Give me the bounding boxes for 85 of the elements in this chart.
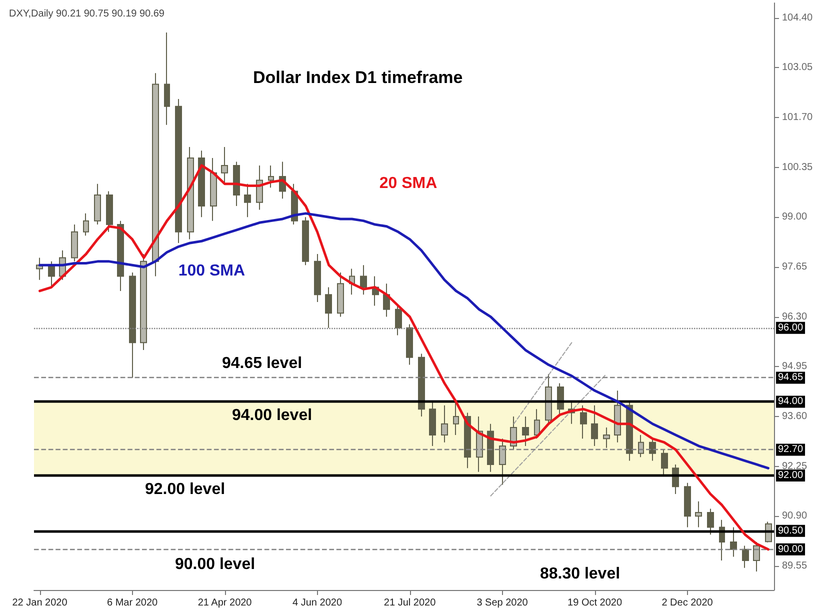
ref-line-label: 92.70 [778, 444, 804, 456]
x-tick-label: 22 Jan 2020 [12, 598, 68, 608]
x-tick-label: 2 Dec 2020 [662, 598, 714, 608]
candlestick [545, 374, 552, 424]
candlestick [325, 286, 332, 328]
y-tick-label: 96.30 [782, 311, 808, 322]
candlestick [591, 404, 598, 447]
candlestick [210, 158, 217, 222]
y-tick-label: 89.55 [782, 560, 808, 572]
candlestick [129, 272, 136, 378]
candlestick [198, 150, 205, 218]
candlestick [742, 545, 749, 568]
y-tick-label: 100.35 [782, 162, 814, 173]
candlestick [753, 542, 760, 572]
x-tick-label: 21 Jul 2020 [384, 598, 436, 608]
candlestick [649, 438, 656, 462]
y-tick-label: 94.95 [782, 361, 808, 372]
candlestick [302, 216, 309, 266]
x-tick-label: 21 Apr 2020 [198, 598, 252, 608]
candlestick [152, 72, 159, 277]
line-series [38, 212, 770, 470]
x-tick-label: 6 Mar 2020 [106, 598, 158, 608]
annotation: 94.65 level [222, 355, 302, 372]
candlestick [94, 183, 101, 226]
annotation: 92.00 level [144, 481, 226, 498]
y-tick-label: 104.40 [782, 12, 814, 24]
y-tick-label: 93.60 [782, 410, 808, 422]
candlestick [730, 526, 737, 558]
candlestick [175, 98, 182, 244]
x-tick-label: 3 Sep 2020 [476, 598, 528, 608]
candlestick [603, 427, 610, 448]
ref-line-label: 96.00 [778, 322, 804, 334]
candlestick [614, 390, 621, 443]
candlestick [244, 183, 251, 218]
annotation: 94.00 level [232, 407, 312, 424]
text: 20 SMA [379, 175, 438, 192]
candlestick [453, 401, 459, 436]
x-tick-label: 4 Jun 2020 [292, 598, 342, 608]
annotation: 88.30 level [540, 566, 620, 582]
candlestick [441, 404, 448, 443]
text: DXY,Daily 90.21 90.75 90.19 90.69 [9, 8, 165, 20]
candlestick [256, 164, 263, 210]
candlestick [522, 416, 529, 447]
annotation: 90.00 level [174, 556, 256, 573]
ref-line-label: 90.50 [778, 525, 804, 536]
candlestick [117, 220, 124, 292]
candlestick [383, 283, 390, 318]
candlestick [695, 500, 702, 528]
candlestick [140, 254, 147, 351]
y-tick-label: 90.90 [782, 510, 808, 522]
candlestick [638, 434, 644, 458]
y-tick-label: 101.70 [782, 112, 814, 123]
candlestick [429, 401, 436, 447]
ref-line-label: 94.65 [778, 372, 804, 384]
candlestick [661, 449, 668, 476]
candlestick [187, 146, 194, 240]
candlestick [106, 190, 113, 232]
y-tick-label: 92.25 [782, 460, 808, 472]
series-label: 100 SMA [178, 262, 246, 280]
candlestick [418, 353, 425, 417]
candlestick [406, 324, 413, 366]
ref-line-label: 90.00 [778, 544, 804, 555]
candlestick [268, 164, 274, 188]
x-tick-label: 19 Oct 2020 [568, 598, 622, 608]
y-tick-label: 103.05 [782, 62, 814, 74]
candlestick [499, 438, 506, 486]
candlestick [534, 408, 540, 440]
y-tick-label: 97.65 [782, 261, 808, 272]
line-series [38, 164, 770, 551]
candlestick [395, 305, 402, 336]
candlestick [83, 212, 89, 236]
ref-line-label: 94.00 [778, 396, 804, 408]
y-tick-label: 99.00 [782, 212, 808, 223]
candlestick [707, 508, 714, 536]
candlestick [71, 224, 78, 262]
candlestick [580, 404, 587, 440]
candlestick [360, 264, 367, 296]
candlestick [233, 161, 240, 207]
candlestick [164, 32, 170, 126]
candlestick [221, 146, 228, 184]
text: Dollar Index D1 timeframe [253, 68, 463, 87]
candlestick [684, 482, 691, 528]
candlestick [314, 254, 321, 303]
candlestick [337, 272, 344, 318]
ref-line-label: 92.00 [778, 470, 804, 482]
